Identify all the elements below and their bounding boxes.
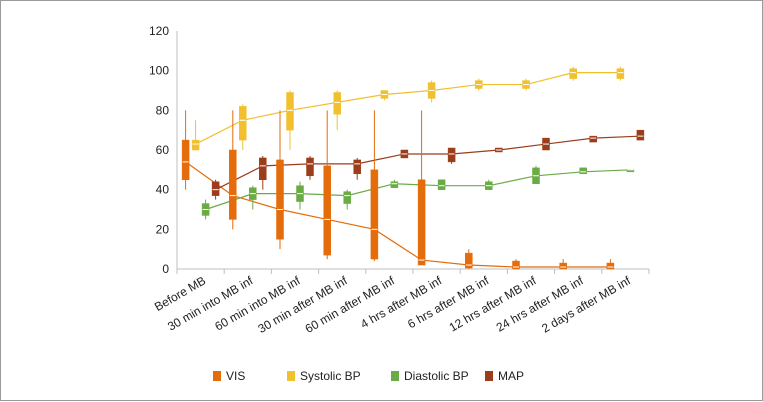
y-tick-label: 40 — [156, 183, 170, 197]
box — [370, 169, 379, 260]
x-tick-label: 2 days after MB inf — [539, 273, 633, 335]
legend-label: MAP — [498, 369, 524, 383]
box — [286, 92, 294, 131]
legend-label: Systolic BP — [300, 369, 361, 383]
x-tick-label: 4 hrs after MB inf — [358, 273, 445, 331]
box — [181, 139, 190, 180]
y-tick-label: 120 — [149, 24, 169, 38]
y-tick-label: 100 — [149, 64, 169, 78]
legend-swatch — [213, 371, 221, 381]
series-line-systolic-bp — [195, 72, 621, 145]
legend-label: Diastolic BP — [404, 369, 469, 383]
box — [191, 139, 200, 151]
box — [306, 157, 314, 177]
box — [569, 68, 577, 79]
box — [390, 181, 399, 188]
series-markers — [182, 72, 644, 268]
y-tick-label: 80 — [156, 103, 170, 117]
legend-label: VIS — [226, 369, 245, 383]
legend-swatch — [485, 371, 493, 381]
box — [239, 106, 247, 141]
box — [465, 252, 473, 269]
box — [606, 262, 615, 270]
legend: VIS Systolic BP Diastolic BP MAP — [213, 369, 524, 383]
box — [343, 191, 351, 204]
box — [616, 68, 625, 79]
box — [636, 129, 645, 141]
axes — [176, 31, 650, 274]
y-tick-label: 0 — [162, 262, 169, 276]
box — [323, 165, 331, 256]
box — [447, 147, 456, 163]
box — [579, 167, 587, 175]
box — [417, 179, 426, 266]
series-lines — [185, 72, 641, 268]
box — [333, 92, 341, 115]
box — [589, 135, 597, 143]
box — [559, 262, 567, 270]
series-boxes — [181, 66, 645, 270]
box — [353, 159, 361, 175]
box — [276, 159, 284, 240]
box — [211, 181, 220, 196]
box — [229, 149, 237, 220]
legend-swatch — [287, 371, 295, 381]
series-line-map — [215, 135, 641, 191]
y-tick-label: 20 — [156, 222, 170, 236]
box — [512, 260, 520, 270]
box — [437, 179, 446, 190]
legend-swatch — [391, 371, 399, 381]
y-tick-label: 60 — [156, 143, 170, 157]
box — [259, 157, 267, 180]
series-line-vis — [185, 161, 611, 268]
